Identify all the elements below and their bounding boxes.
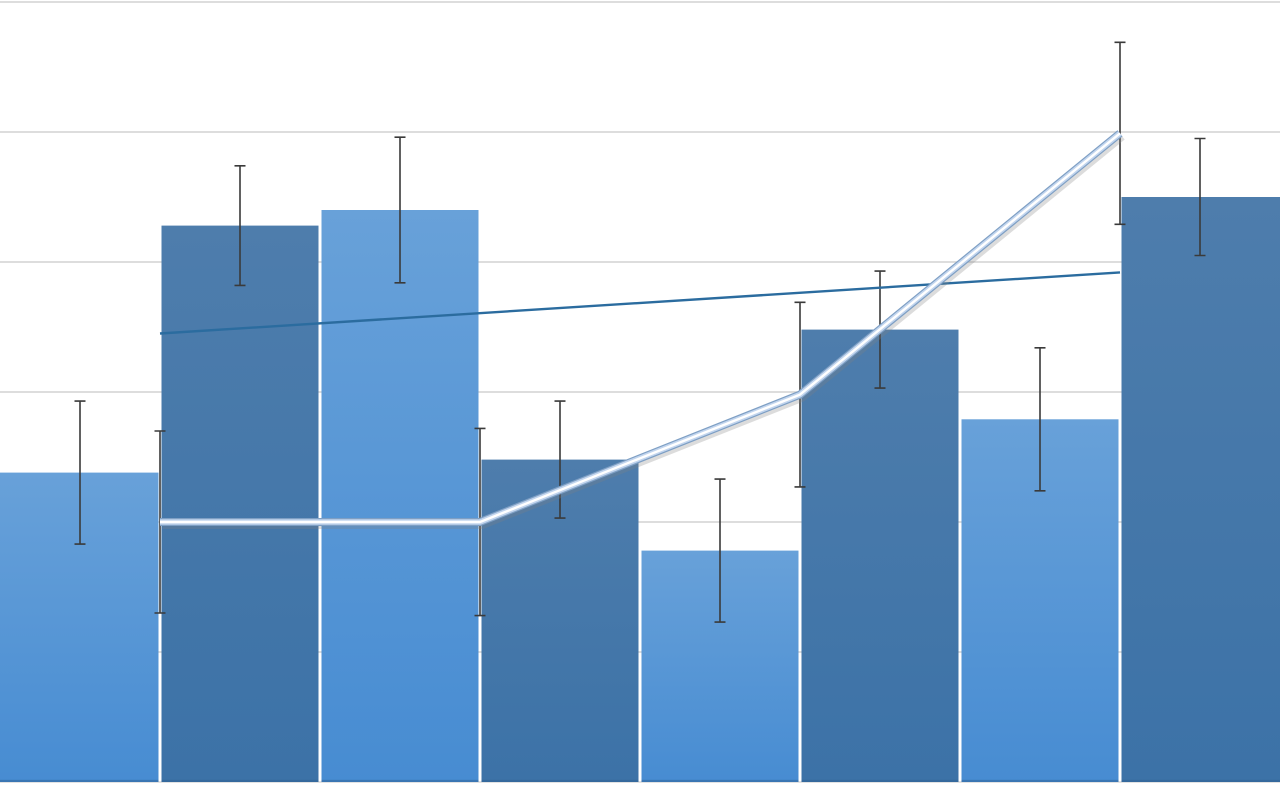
bar-2-bottom-edge	[161, 779, 319, 782]
bar-6	[801, 329, 959, 782]
bar-4-error-bar	[554, 400, 566, 519]
bar-1-bottom-edge	[0, 779, 159, 782]
bar-3	[321, 210, 479, 782]
bar-error-bars-layer	[74, 136, 1206, 623]
bar-8-bottom-edge	[1121, 779, 1280, 782]
bar-2	[161, 225, 319, 783]
thick-line-highlight	[160, 132, 1121, 524]
line-series-layer	[159, 130, 1125, 529]
bar-8-error-bar	[1194, 137, 1206, 257]
bar-7-bottom-edge	[961, 779, 1119, 782]
bar-7-error-bar	[1034, 347, 1046, 492]
bar-1-error-bar	[74, 400, 86, 545]
bar-5-bottom-edge	[641, 779, 799, 782]
bar-3-bottom-edge	[321, 779, 479, 782]
bar-2-error-bar	[234, 165, 246, 287]
bar-3-error-bar	[394, 136, 406, 284]
bars-layer	[0, 197, 1280, 783]
thin-dark-trend-line	[159, 271, 1121, 335]
bar-8	[1121, 197, 1280, 782]
bar-5-error-bar	[714, 478, 726, 623]
bar-6-bottom-edge	[801, 779, 959, 782]
bar-4-bottom-edge	[481, 779, 639, 782]
